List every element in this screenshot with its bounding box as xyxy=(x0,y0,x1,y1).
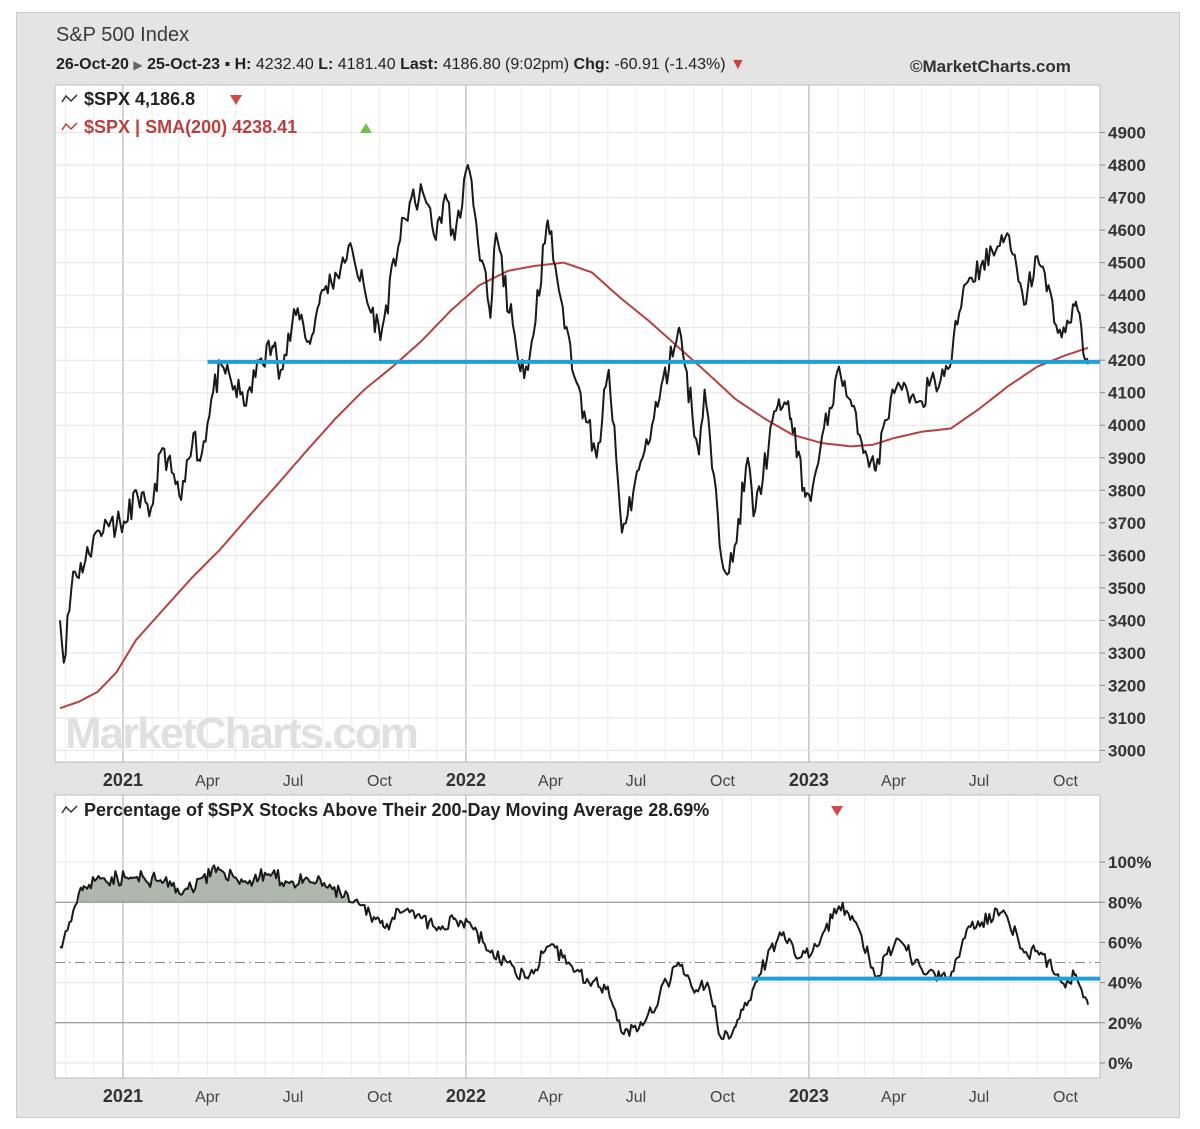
x-tick-label: Jul xyxy=(626,1089,646,1106)
up-arrow-icon xyxy=(360,123,372,133)
legend-sma: $SPX | SMA(200) 4238.41 xyxy=(84,117,297,137)
y-tick-label: 4800 xyxy=(1108,156,1146,175)
low-value: 4181.40 xyxy=(337,56,396,73)
y-tick-label: 4100 xyxy=(1108,384,1146,403)
y-tick-label: 4600 xyxy=(1108,221,1146,240)
chg-value: -60.91 (-1.43%) xyxy=(614,56,726,73)
x-tick-label: Oct xyxy=(1053,1089,1078,1106)
x-tick-label: Apr xyxy=(881,1089,907,1106)
y-tick-label: 3300 xyxy=(1108,644,1146,663)
high-label: H: xyxy=(234,56,252,73)
legend-spx: $SPX 4,186.8 xyxy=(84,89,195,109)
y-tick-label: 3900 xyxy=(1108,449,1146,468)
x-tick-label: Jul xyxy=(283,773,303,790)
high-value: 4232.40 xyxy=(255,56,314,73)
plot-area-breadth xyxy=(54,794,1101,1079)
down-arrow-icon: ▼ xyxy=(730,56,746,73)
watermark-logo: MarketCharts.com xyxy=(65,709,417,758)
x-tick-label: Jul xyxy=(283,1089,303,1106)
y-tick-label: 40% xyxy=(1108,974,1142,993)
low-label: L: xyxy=(318,56,334,73)
x-tick-label: Oct xyxy=(367,1089,392,1106)
y-tick-label: 3200 xyxy=(1108,676,1146,695)
last-label: Last: xyxy=(400,56,439,73)
y-tick-label: 3800 xyxy=(1108,481,1146,500)
spx-price-line xyxy=(59,164,1089,664)
x-tick-label: Jul xyxy=(969,773,989,790)
y-tick-label: 3700 xyxy=(1108,514,1146,533)
overbought-fill xyxy=(78,865,357,903)
x-tick-label: 2022 xyxy=(446,1086,486,1106)
last-value: 4186.80 (9:02pm) xyxy=(442,56,570,73)
date-start: 26-Oct-20 xyxy=(56,56,129,73)
x-tick-label: Jul xyxy=(626,773,646,790)
y-tick-label: 4200 xyxy=(1108,351,1146,370)
copyright: ©MarketCharts.com xyxy=(910,57,1071,76)
range-arrow-icon: ▶ xyxy=(133,58,143,72)
x-tick-label: Apr xyxy=(195,1089,221,1106)
x-tick-label: 2021 xyxy=(103,1086,143,1106)
panel-price xyxy=(54,84,1105,763)
square-icon: ▪ xyxy=(224,56,231,73)
spx-line-icon xyxy=(61,94,78,103)
y-tick-label: 0% xyxy=(1108,1054,1133,1073)
x-tick-label: Apr xyxy=(195,773,221,790)
x-tick-label: Oct xyxy=(1053,773,1078,790)
x-tick-label: Oct xyxy=(710,773,735,790)
y-tick-label: 4300 xyxy=(1108,319,1146,338)
y-tick-label: 60% xyxy=(1108,933,1142,952)
y-tick-label: 3600 xyxy=(1108,546,1146,565)
breadth-line-icon xyxy=(61,805,78,814)
x-tick-label: Oct xyxy=(367,773,392,790)
x-tick-label: Jul xyxy=(969,1089,989,1106)
breadth-line xyxy=(59,864,1089,1040)
y-tick-label: 3400 xyxy=(1108,611,1146,630)
sma-line-icon xyxy=(61,122,78,131)
x-tick-label: Apr xyxy=(538,773,564,790)
panel-breadth xyxy=(54,794,1105,1079)
down-arrow-icon xyxy=(230,95,242,105)
legend-breadth: Percentage of $SPX Stocks Above Their 20… xyxy=(84,800,709,820)
x-tick-label: 2023 xyxy=(789,770,829,790)
x-tick-label: 2023 xyxy=(789,1086,829,1106)
x-tick-label: Apr xyxy=(881,773,907,790)
y-tick-label: 4400 xyxy=(1108,286,1146,305)
y-tick-label: 4700 xyxy=(1108,189,1146,208)
y-tick-label: 3500 xyxy=(1108,579,1146,598)
x-tick-label: 2021 xyxy=(103,770,143,790)
y-tick-label: 3000 xyxy=(1108,741,1146,760)
price-info-bar: 26-Oct-20 ▶ 25-Oct-23 ▪ H: 4232.40 L: 41… xyxy=(56,56,746,74)
x-tick-label: 2022 xyxy=(446,770,486,790)
y-tick-label: 20% xyxy=(1108,1014,1142,1033)
y-tick-label: 80% xyxy=(1108,893,1142,912)
x-tick-label: Oct xyxy=(710,1089,735,1106)
chart-title: S&P 500 Index xyxy=(56,24,190,46)
y-tick-label: 4000 xyxy=(1108,416,1146,435)
breadth-down-arrow-icon xyxy=(831,806,843,816)
y-tick-label: 4500 xyxy=(1108,254,1146,273)
chg-label: Chg: xyxy=(573,56,610,73)
y-tick-label: 3100 xyxy=(1108,709,1146,728)
x-tick-label: Apr xyxy=(538,1089,564,1106)
y-tick-label: 4900 xyxy=(1108,124,1146,143)
date-end: 25-Oct-23 xyxy=(147,56,220,73)
plot-area-price xyxy=(54,84,1101,763)
sma200-line xyxy=(59,261,1089,710)
y-tick-label: 100% xyxy=(1108,853,1151,872)
